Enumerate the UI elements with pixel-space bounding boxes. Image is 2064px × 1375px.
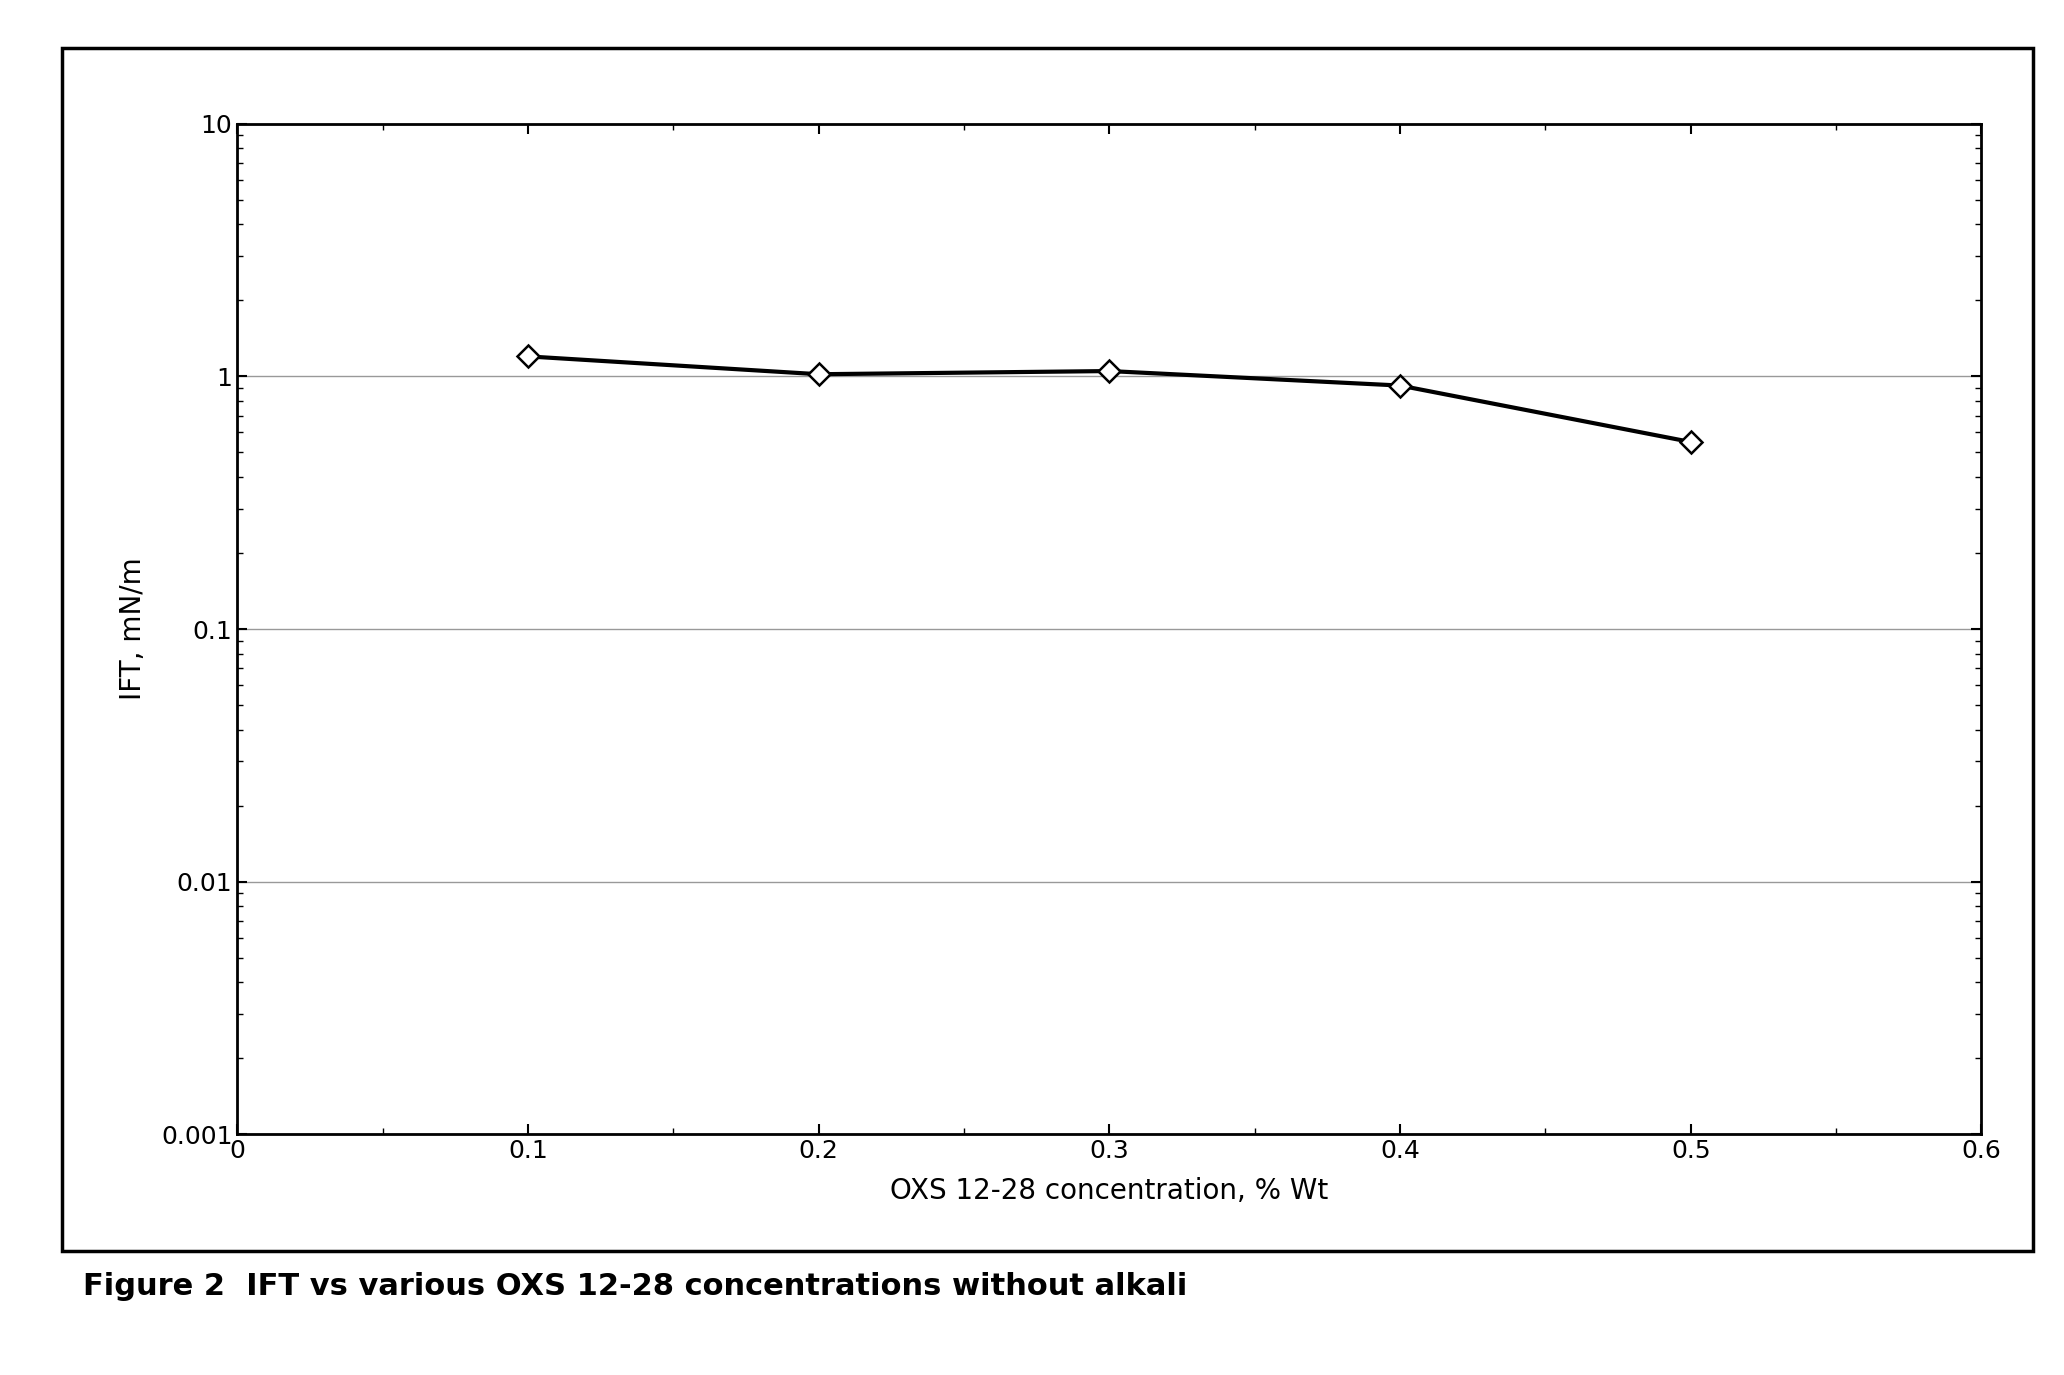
Text: Figure 2  IFT vs various OXS 12-28 concentrations without alkali: Figure 2 IFT vs various OXS 12-28 concen… bbox=[83, 1272, 1187, 1301]
Y-axis label: IFT, mN/m: IFT, mN/m bbox=[120, 558, 147, 700]
X-axis label: OXS 12-28 concentration, % Wt: OXS 12-28 concentration, % Wt bbox=[890, 1177, 1329, 1204]
